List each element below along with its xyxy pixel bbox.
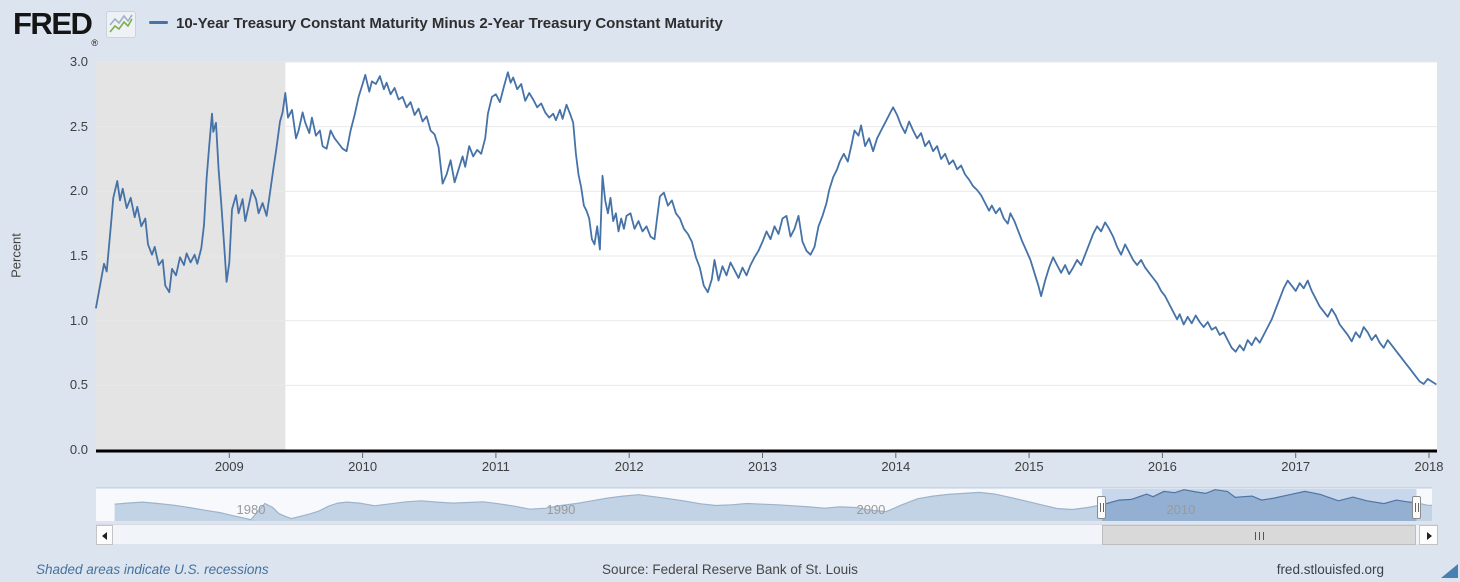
x-tick-label: 2014	[881, 459, 911, 474]
sparkline-glyph	[109, 14, 133, 33]
y-tick-label: 2.0	[69, 183, 88, 199]
y-tick-label: 0.5	[69, 377, 88, 393]
scrollbar-thumb[interactable]	[1101, 525, 1417, 545]
fred-logo-text: FRED	[13, 6, 93, 41]
thumb-grip-icon	[1263, 532, 1265, 540]
recession-note: Shaded areas indicate U.S. recessions	[36, 562, 269, 577]
thumb-grip-icon	[1255, 532, 1257, 540]
registered-mark: ®	[91, 38, 99, 48]
x-axis	[96, 449, 1437, 458]
decade-label: 2010	[1166, 502, 1196, 517]
main-series-line	[95, 71, 1437, 385]
decade-label: 1980	[236, 502, 266, 517]
fred-site-link[interactable]: fred.stlouisfed.org	[1276, 562, 1384, 577]
x-tick-label: 2009	[214, 459, 244, 474]
scroll-right-button[interactable]	[1419, 525, 1438, 545]
x-tick-label: 2011	[481, 459, 510, 474]
range-handle-right[interactable]	[1412, 496, 1421, 519]
x-tick-label: 2016	[1147, 459, 1177, 474]
y-axis-label: Percent	[8, 233, 24, 278]
gridlines	[96, 61, 1437, 386]
series-legend-line	[149, 21, 168, 24]
fred-logo: FRED®	[13, 6, 98, 48]
range-scrollbar-track[interactable]	[96, 524, 1438, 545]
x-tick-label: 2015	[1014, 459, 1044, 474]
source-attribution: Source: Federal Reserve Bank of St. Loui…	[602, 562, 858, 577]
header: FRED® 10-Year Treasury Constant Maturity…	[0, 0, 1460, 48]
x-tick-label: 2010	[348, 459, 378, 474]
y-tick-label: 1.5	[69, 248, 88, 263]
y-tick-label: 3.0	[69, 54, 88, 69]
scroll-left-icon	[102, 532, 107, 540]
x-tick-label: 2017	[1281, 459, 1311, 474]
x-tick-label: 2013	[748, 459, 777, 474]
range-handle-left[interactable]	[1097, 496, 1107, 519]
decade-label: 1990	[546, 502, 576, 517]
x-tick-label: 2018	[1414, 459, 1444, 474]
series-title: 10-Year Treasury Constant Maturity Minus…	[176, 15, 723, 32]
y-tick-label: 2.5	[69, 118, 88, 134]
x-tick-label: 2012	[614, 459, 644, 474]
fred-sparkline-icon	[106, 11, 136, 38]
scroll-right-icon	[1427, 532, 1432, 540]
range-selector-chart[interactable]	[96, 487, 1433, 522]
corner-triangle-icon	[1441, 564, 1458, 578]
scroll-left-button[interactable]	[96, 525, 113, 545]
y-tick-label: 1.0	[69, 312, 88, 328]
y-tick-label: 0.0	[69, 442, 88, 457]
thumb-grip-icon	[1259, 532, 1261, 540]
decade-label: 2000	[856, 502, 886, 517]
